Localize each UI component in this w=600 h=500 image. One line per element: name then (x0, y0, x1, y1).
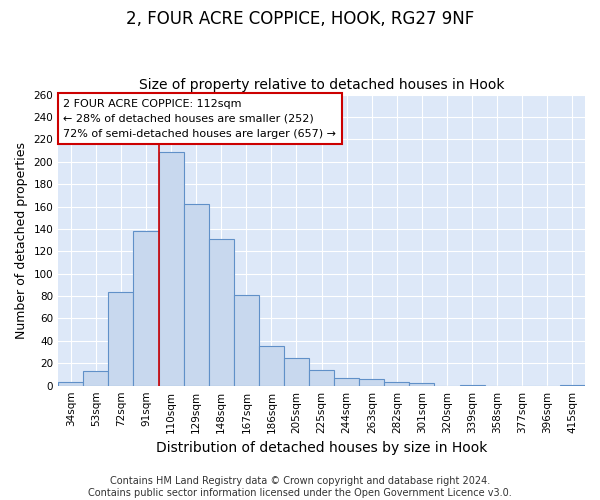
Text: Contains HM Land Registry data © Crown copyright and database right 2024.
Contai: Contains HM Land Registry data © Crown c… (88, 476, 512, 498)
Bar (284, 358, 309, 386)
Bar (309, 370, 334, 386)
Bar (359, 379, 385, 386)
X-axis label: Distribution of detached houses by size in Hook: Distribution of detached houses by size … (156, 441, 487, 455)
Text: 2 FOUR ACRE COPPICE: 112sqm
← 28% of detached houses are smaller (252)
72% of se: 2 FOUR ACRE COPPICE: 112sqm ← 28% of det… (64, 99, 337, 138)
Bar (83, 371, 109, 386)
Bar (259, 346, 284, 386)
Bar (109, 292, 133, 386)
Bar (58, 382, 83, 386)
Bar (460, 384, 485, 386)
Bar (560, 384, 585, 386)
Text: 2, FOUR ACRE COPPICE, HOOK, RG27 9NF: 2, FOUR ACRE COPPICE, HOOK, RG27 9NF (126, 10, 474, 28)
Bar (334, 378, 359, 386)
Bar (184, 204, 209, 386)
Bar (385, 382, 409, 386)
Bar (133, 231, 158, 386)
Y-axis label: Number of detached properties: Number of detached properties (15, 142, 28, 338)
Bar (234, 295, 259, 386)
Title: Size of property relative to detached houses in Hook: Size of property relative to detached ho… (139, 78, 505, 92)
Bar (209, 239, 234, 386)
Bar (409, 384, 434, 386)
Bar (158, 152, 184, 386)
